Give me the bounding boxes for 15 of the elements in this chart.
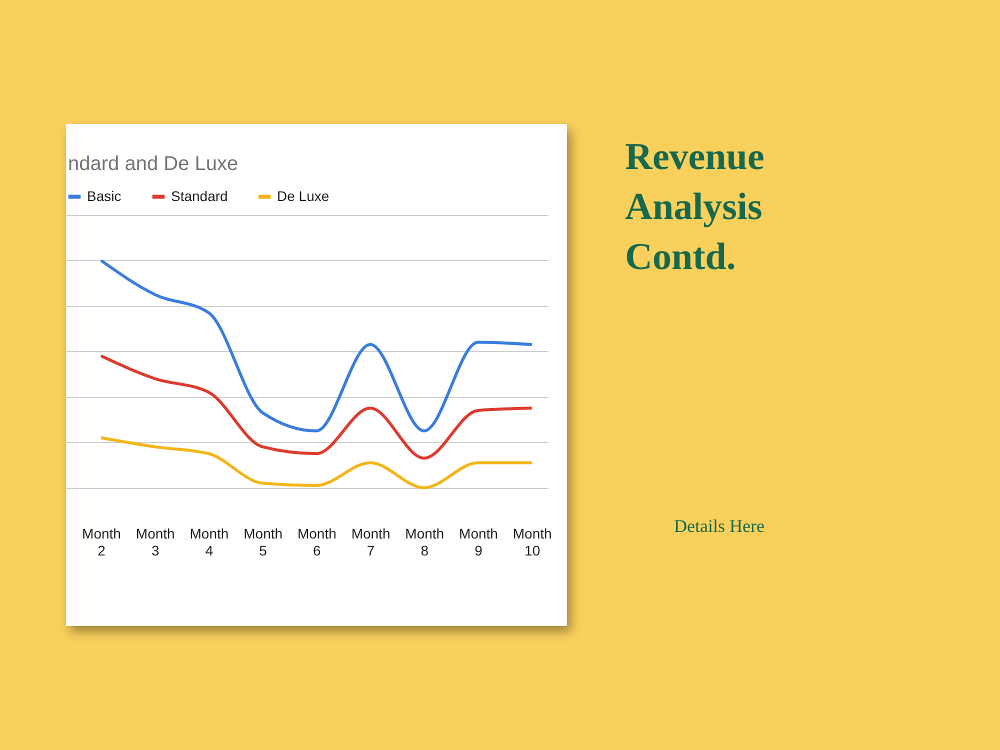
x-tick-label: Month 7 — [351, 526, 390, 558]
x-tick-label: Month 6 — [297, 526, 336, 558]
legend-label: De Luxe — [277, 188, 330, 204]
x-tick-label: Month 8 — [405, 526, 444, 558]
x-tick-label: Month 10 — [512, 526, 552, 558]
x-tick-label: Month 2 — [82, 526, 121, 558]
x-tick-label: Month 4 — [190, 526, 229, 558]
legend-label: Basic — [87, 188, 122, 204]
chart-subtitle: ndard and De Luxe — [68, 153, 238, 175]
x-tick-label: Month 5 — [244, 526, 283, 558]
legend-label: Standard — [171, 188, 228, 204]
text: Revenue Analysis Contd. — [625, 135, 766, 280]
x-tick-label: Month 3 — [136, 526, 175, 558]
x-tick-label: Month 9 — [459, 526, 498, 558]
text: Details Here — [674, 516, 764, 537]
